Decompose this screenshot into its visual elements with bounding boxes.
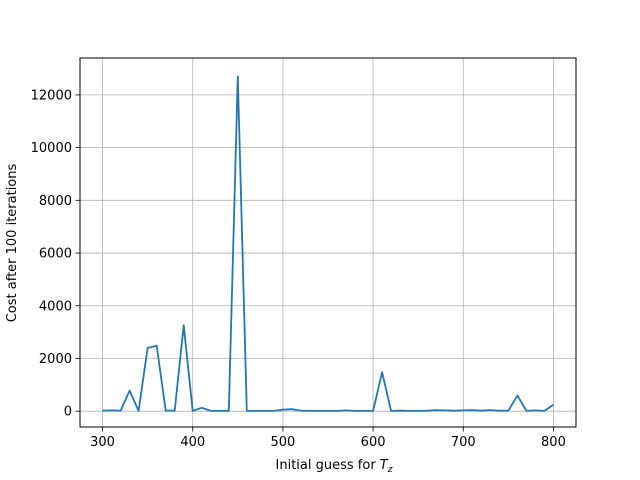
x-tick-label: 700 (451, 435, 476, 450)
y-tick-label: 10000 (31, 141, 72, 156)
y-tick-label: 2000 (39, 352, 72, 367)
x-axis-label: Initial guess for Tz (276, 458, 393, 475)
x-axis-ticks: 300 400 500 600 700 800 (90, 427, 566, 450)
y-tick-label: 12000 (31, 88, 72, 103)
series-line (102, 75, 555, 412)
grid-lines (80, 58, 576, 427)
plot-frame (79, 57, 577, 428)
x-tick-label: 500 (270, 435, 295, 450)
y-tick-label: 4000 (39, 299, 72, 314)
y-axis-label: Cost after 100 iterations (5, 163, 20, 322)
x-tick-label: 800 (541, 435, 566, 450)
y-tick-label: 0 (64, 405, 72, 420)
x-tick-label: 600 (361, 435, 386, 450)
x-tick-label: 400 (180, 435, 205, 450)
y-axis-ticks: 0 2000 4000 6000 8000 10000 12000 (31, 88, 80, 420)
y-tick-label: 6000 (39, 247, 72, 262)
series-group (102, 75, 555, 412)
x-tick-label: 300 (90, 435, 115, 450)
y-tick-label: 8000 (39, 194, 72, 209)
